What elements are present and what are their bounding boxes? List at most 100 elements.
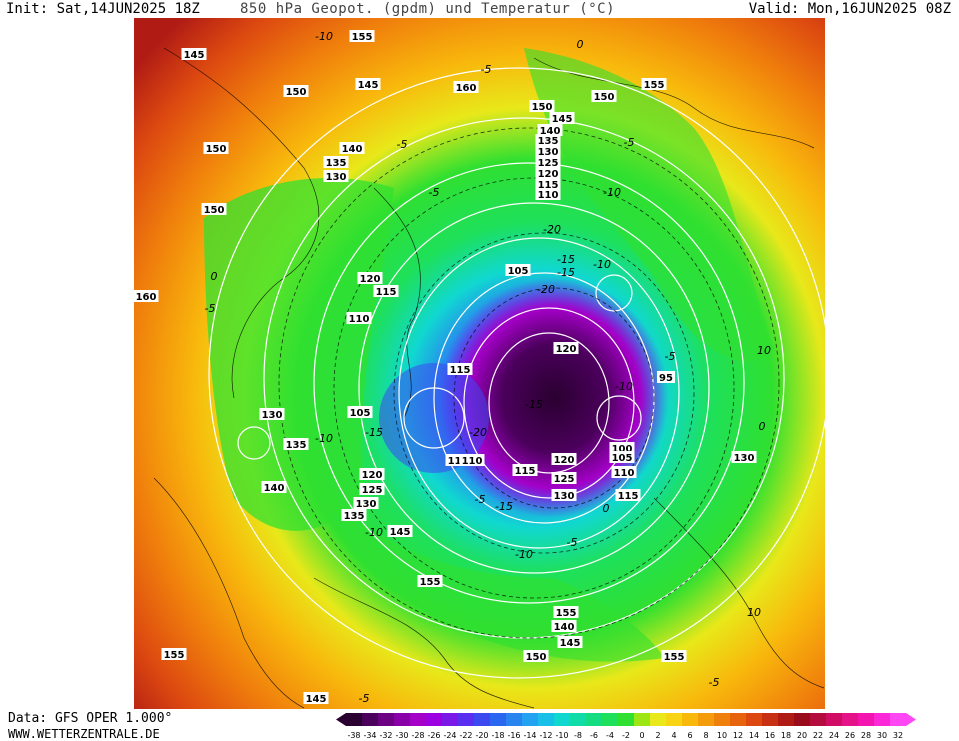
legend-tick-label: -4 bbox=[606, 731, 614, 740]
temperature-label: -5 bbox=[205, 302, 216, 315]
geopotential-label-box bbox=[523, 650, 549, 662]
geopotential-label-box bbox=[134, 290, 159, 302]
green-zone-south bbox=[334, 498, 664, 662]
legend-tick-label: -30 bbox=[395, 731, 408, 740]
temperature-label: 0 bbox=[577, 38, 584, 51]
geopotential-label-box bbox=[553, 342, 579, 354]
geopotential-label: 150 bbox=[286, 87, 307, 98]
geopotential-label-box bbox=[201, 203, 227, 215]
legend-swatch bbox=[682, 713, 698, 726]
legend-tick-label: 8 bbox=[703, 731, 708, 740]
geopotential-label: 115 bbox=[515, 466, 536, 477]
geopotential-label-box bbox=[203, 142, 229, 154]
legend-swatch bbox=[426, 713, 442, 726]
geopotential-label: 120 bbox=[538, 169, 559, 180]
legend-tick-label: 12 bbox=[733, 731, 743, 740]
temperature-label: -10 bbox=[603, 186, 621, 199]
website-link[interactable]: WWW.WETTERZENTRALE.DE bbox=[8, 727, 160, 741]
geopotential-label: 105 bbox=[350, 408, 371, 419]
geopotential-label-box bbox=[615, 489, 641, 501]
legend-swatch bbox=[458, 713, 474, 726]
geopotential-label-box bbox=[512, 464, 538, 476]
map-title: 850 hPa Geopot. (gpdm) und Temperatur (°… bbox=[240, 1, 616, 17]
legend-arrow-left bbox=[336, 713, 346, 726]
legend-swatch bbox=[778, 713, 794, 726]
cold-pool-west bbox=[379, 363, 489, 473]
geopotential-label: 130 bbox=[554, 491, 575, 502]
geopotential-label: 125 bbox=[362, 485, 383, 496]
legend-swatch bbox=[698, 713, 714, 726]
legend-swatch bbox=[554, 713, 570, 726]
legend-swatch bbox=[714, 713, 730, 726]
temperature-label: -5 bbox=[567, 536, 578, 549]
geopotential-label: 110 bbox=[462, 456, 483, 467]
legend-tick-label: 22 bbox=[813, 731, 823, 740]
geopotential-label: 135 bbox=[286, 440, 307, 451]
geopotential-label: 130 bbox=[326, 172, 347, 183]
geopotential-label: 140 bbox=[264, 483, 285, 494]
legend-tick-label: 6 bbox=[687, 731, 692, 740]
legend-swatch bbox=[618, 713, 634, 726]
geopotential-label-box bbox=[611, 466, 637, 478]
legend-swatch bbox=[394, 713, 410, 726]
temperature-label: -10 bbox=[365, 526, 383, 539]
legend-swatch bbox=[874, 713, 890, 726]
geopotential-label: 155 bbox=[164, 650, 185, 661]
geopotential-label-box bbox=[346, 312, 372, 324]
geopotential-label: 130 bbox=[262, 410, 283, 421]
legend-tick-label: 30 bbox=[877, 731, 887, 740]
geopotential-label: 160 bbox=[456, 83, 477, 94]
temperature-label: 0 bbox=[603, 502, 610, 515]
geopotential-label-box bbox=[553, 606, 579, 618]
legend-swatch bbox=[602, 713, 618, 726]
legend-swatch bbox=[890, 713, 906, 726]
geopotential-label-box bbox=[323, 170, 349, 182]
temperature-label: -10 bbox=[593, 258, 611, 271]
temperature-label: -10 bbox=[315, 30, 333, 43]
legend-tick-label: 16 bbox=[765, 731, 775, 740]
legend-tick-label: 14 bbox=[749, 731, 759, 740]
geopotential-label: 155 bbox=[420, 577, 441, 588]
temperature-label: 0 bbox=[759, 420, 766, 433]
geopotential-label: 150 bbox=[532, 102, 553, 113]
temperature-label: -10 bbox=[315, 432, 333, 445]
temperature-label: -15 bbox=[365, 426, 383, 439]
legend-tick-label: -8 bbox=[574, 731, 582, 740]
geopotential-label-box bbox=[357, 272, 383, 284]
temperature-label: -15 bbox=[557, 266, 575, 279]
geopotential-label: 105 bbox=[508, 266, 529, 277]
geopotential-label: 150 bbox=[594, 92, 615, 103]
temperature-label: 10 bbox=[747, 606, 761, 619]
legend-arrow-right bbox=[906, 713, 916, 726]
geopotential-label: 140 bbox=[342, 144, 363, 155]
geopotential-label: 125 bbox=[554, 474, 575, 485]
legend-swatch bbox=[810, 713, 826, 726]
geopotential-label-box bbox=[303, 692, 329, 704]
geopotential-label-box bbox=[557, 636, 583, 648]
geopotential-label: 115 bbox=[538, 180, 559, 191]
geopotential-label-box bbox=[535, 167, 561, 179]
legend-swatch bbox=[362, 713, 378, 726]
geopotential-label-box bbox=[261, 481, 287, 493]
temperature-label: -10 bbox=[515, 548, 533, 561]
geopotential-label-box bbox=[731, 451, 757, 463]
geopotential-label-box bbox=[551, 453, 577, 465]
legend-tick-label: -22 bbox=[459, 731, 472, 740]
geopotential-label-box bbox=[353, 497, 379, 509]
temperature-legend: -38 -34 -32 -30 -28 -26 -24 -22 -20 -18 -16 -14 -12-… bbox=[336, 713, 916, 740]
legend-tick-label: -16 bbox=[507, 731, 520, 740]
legend-swatch bbox=[490, 713, 506, 726]
legend-swatch bbox=[442, 713, 458, 726]
legend-color-bar bbox=[336, 713, 916, 726]
temperature-label: -5 bbox=[429, 186, 440, 199]
legend-tick-label: 26 bbox=[845, 731, 855, 740]
geopotential-label-box bbox=[373, 285, 399, 297]
legend-swatch bbox=[506, 713, 522, 726]
legend-tick-label: -10 bbox=[555, 731, 568, 740]
legend-tick-label: 32 bbox=[893, 731, 903, 740]
temperature-label: -5 bbox=[709, 676, 720, 689]
geopotential-label: 145 bbox=[552, 114, 573, 125]
geopotential-label: 150 bbox=[526, 652, 547, 663]
